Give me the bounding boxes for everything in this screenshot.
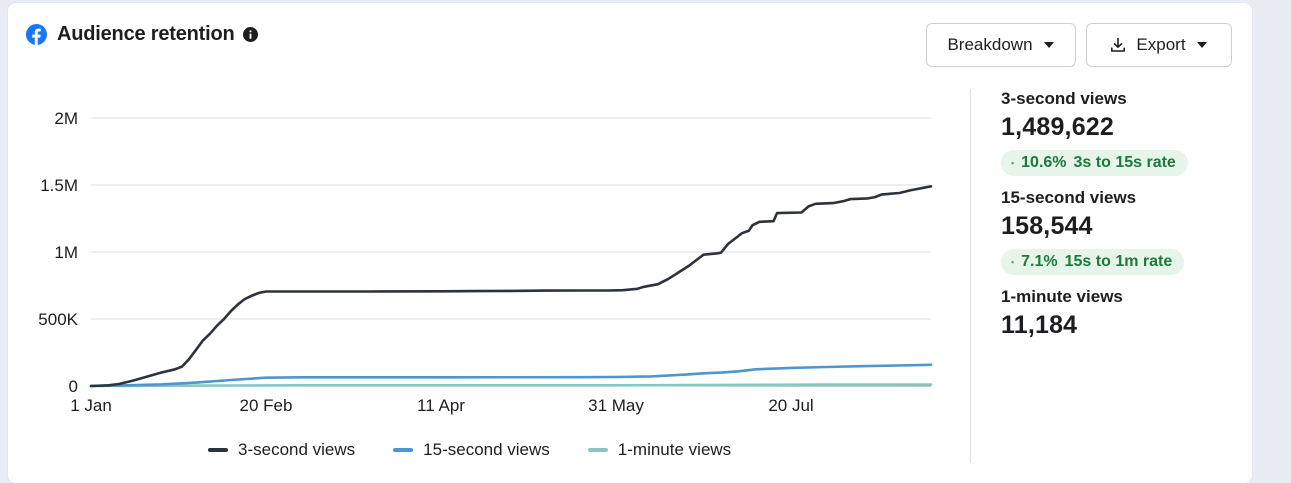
y-tick-label: 500K <box>38 310 78 329</box>
rate-percent: 7.1% <box>1021 253 1058 270</box>
caret-down-icon <box>1043 42 1054 48</box>
stat-label-3s: 3-second views <box>1001 89 1127 108</box>
retention-line-chart: 0 500K 1M 1.5M 2M 1 Jan 20 Feb 11 Apr 31 May 20 J… <box>38 109 933 415</box>
breakdown-button[interactable]: Breakdown <box>926 23 1076 67</box>
legend-label: 1-minute views <box>617 440 732 459</box>
rate-label: 15s to 1m rate <box>1064 253 1173 270</box>
legend-swatch <box>393 448 414 452</box>
x-tick-label: 1 Jan <box>70 396 112 415</box>
stat-label-15s: 15-second views <box>1001 188 1137 207</box>
facebook-icon <box>26 24 47 45</box>
trend-dot-icon: • <box>1011 257 1015 267</box>
y-tick-label: 0 <box>69 377 78 396</box>
legend-swatch <box>208 448 228 452</box>
rate-badge-3s-15s: • 10.6% 3s to 15s rate <box>1001 150 1188 176</box>
legend-label: 15-second views <box>423 440 550 459</box>
y-tick-label: 1M <box>54 243 78 262</box>
breakdown-label: Breakdown <box>947 35 1033 54</box>
legend-item[interactable]: 1-minute views <box>587 440 732 460</box>
stat-value-1m: 11,184 <box>1001 311 1078 339</box>
panel-divider <box>970 89 971 463</box>
series-line <box>89 383 933 388</box>
trend-dot-icon: • <box>1011 158 1015 168</box>
legend-item[interactable]: 3-second views <box>208 440 355 460</box>
y-tick-label: 1.5M <box>40 176 78 195</box>
legend-label: 3-second views <box>238 440 356 459</box>
series-line <box>89 185 933 388</box>
x-tick-label: 11 Apr <box>417 396 465 415</box>
rate-percent: 10.6% <box>1021 154 1067 171</box>
stat-value-3s: 1,489,622 <box>1001 113 1115 141</box>
caret-down-icon <box>1196 42 1207 48</box>
x-tick-label: 20 Jul <box>768 396 813 415</box>
info-icon[interactable] <box>242 27 258 42</box>
audience-retention-card: Audience retention Breakdown Export 0 500… <box>8 3 1252 483</box>
legend-swatch <box>587 448 608 452</box>
export-label: Export <box>1136 35 1186 54</box>
card-header: Audience retention <box>26 23 258 46</box>
x-tick-label: 20 Feb <box>240 396 293 415</box>
page-title: Audience retention <box>57 23 235 45</box>
download-icon <box>1111 37 1126 52</box>
series-line <box>89 363 933 388</box>
stat-value-15s: 158,544 <box>1001 212 1093 240</box>
rate-badge-15s-1m: • 7.1% 15s to 1m rate <box>1001 249 1185 275</box>
stat-label-1m: 1-minute views <box>1001 287 1123 306</box>
chart-legend: 3-second views 15-second views 1-minute … <box>208 440 731 460</box>
rate-label: 3s to 15s rate <box>1073 154 1176 171</box>
stats-panel: 3-second views 1,489,622 • 10.6% 3s to 1… <box>1001 89 1241 340</box>
y-tick-label: 2M <box>54 109 78 128</box>
export-button[interactable]: Export <box>1086 23 1232 67</box>
x-tick-label: 31 May <box>588 396 644 415</box>
legend-item[interactable]: 15-second views <box>393 440 550 460</box>
